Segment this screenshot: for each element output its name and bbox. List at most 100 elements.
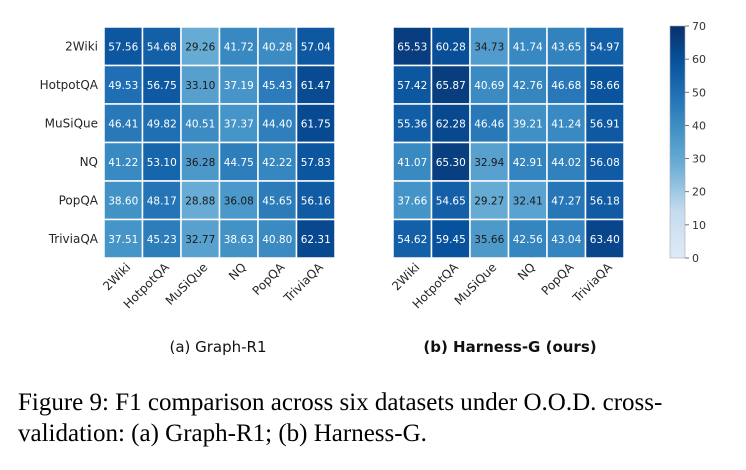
- x-tick-label: TriviaQA: [280, 260, 326, 306]
- x-tick-label: 2Wiki: [100, 260, 133, 293]
- cell-value-label: 41.24: [551, 118, 581, 130]
- heatmap-cell: [257, 103, 298, 144]
- heatmap-cell: [295, 103, 336, 144]
- figure-canvas: 57.56 54.68 29.26 41.72 40.28 57.04 49.53 56.75…: [40, 20, 706, 356]
- heatmap-cell: [469, 64, 510, 105]
- heatmap-cell: [141, 64, 182, 105]
- heatmap-cell: [103, 218, 144, 259]
- cell-value-label: 32.94: [474, 157, 504, 169]
- cell-value-label: 54.62: [397, 234, 427, 246]
- cell-value-label: 36.28: [185, 157, 215, 169]
- heatmap-cell: [546, 218, 587, 259]
- cell-value-label: 58.66: [590, 80, 620, 92]
- cell-value-label: 33.10: [185, 80, 215, 92]
- cell-value-label: 40.80: [262, 234, 292, 246]
- heatmap-cell: [469, 180, 510, 221]
- heatmap-cell: [546, 26, 587, 67]
- subplot-title-harness-g: (b) Harness-G (ours): [423, 338, 596, 356]
- colorbar-tick-label: 0: [692, 252, 699, 265]
- cell-value-label: 29.27: [474, 195, 504, 207]
- x-tick-label: NQ: [226, 260, 249, 283]
- cell-value-label: 42.91: [513, 157, 543, 169]
- cell-value-label: 57.04: [301, 41, 331, 53]
- cell-value-label: 57.83: [301, 157, 331, 169]
- cell-value-label: 44.40: [262, 118, 292, 130]
- heatmap-cell: [584, 26, 625, 67]
- x-tick-label: PopQA: [539, 260, 577, 298]
- cell-value-label: 38.60: [108, 195, 138, 207]
- cell-value-label: 57.42: [397, 80, 427, 92]
- heatmap-cell: [180, 141, 221, 182]
- cell-value-label: 54.68: [147, 41, 177, 53]
- cell-value-label: 42.22: [262, 157, 292, 169]
- cell-value-label: 56.16: [301, 195, 331, 207]
- heatmap-cell: [257, 141, 298, 182]
- colorbar: 0 10 20 30 40 50 60 70: [669, 20, 706, 265]
- cell-value-label: 29.26: [185, 41, 215, 53]
- heatmap-cell: [430, 103, 471, 144]
- x-tick-label: NQ: [515, 260, 538, 283]
- subplot-title-graph-r1: (a) Graph-R1: [169, 338, 266, 356]
- cell-value-label: 28.88: [185, 195, 215, 207]
- y-tick-label: NQ: [80, 155, 98, 169]
- colorbar-tick-label: 60: [692, 53, 706, 66]
- x-tick-label: MuSiQue: [163, 260, 211, 308]
- cell-value-label: 40.28: [262, 41, 292, 53]
- cell-value-label: 49.82: [147, 118, 177, 130]
- cell-value-label: 38.63: [224, 234, 254, 246]
- heatmap-cell: [392, 218, 433, 259]
- cell-value-label: 32.77: [185, 234, 215, 246]
- cell-value-label: 62.31: [301, 234, 331, 246]
- cell-value-label: 65.53: [397, 41, 427, 53]
- heatmap-cell: [469, 218, 510, 259]
- heatmap-cell: [218, 218, 259, 259]
- heatmap-cell: [180, 180, 221, 221]
- cell-value-label: 40.69: [474, 80, 504, 92]
- heatmap-cell: [430, 218, 471, 259]
- heatmap-graph-r1: 57.56 54.68 29.26 41.72 40.28 57.04 49.53 56.75…: [40, 26, 336, 311]
- heatmap-cell: [430, 141, 471, 182]
- y-tick-label: 2Wiki: [65, 39, 98, 53]
- heatmap-cell: [584, 103, 625, 144]
- heatmap-cell: [257, 180, 298, 221]
- heatmap-cell: [546, 180, 587, 221]
- cell-value-label: 60.28: [436, 41, 466, 53]
- heatmap-cell: [257, 218, 298, 259]
- cell-value-label: 61.47: [301, 80, 331, 92]
- heatmap-cell: [295, 141, 336, 182]
- y-tick-label: HotpotQA: [40, 78, 99, 92]
- heatmap-cell: [392, 64, 433, 105]
- cell-value-label: 45.65: [262, 195, 292, 207]
- cell-value-label: 36.08: [224, 195, 254, 207]
- heatmap-cell: [430, 64, 471, 105]
- cell-value-label: 40.51: [185, 118, 215, 130]
- colorbar-tick-label: 30: [692, 153, 706, 166]
- heatmap-cell: [584, 64, 625, 105]
- heatmap-cell: [295, 180, 336, 221]
- cell-value-label: 42.56: [513, 234, 543, 246]
- heatmap-cell: [507, 180, 548, 221]
- cell-value-label: 53.10: [147, 157, 177, 169]
- cell-value-label: 43.04: [551, 234, 581, 246]
- y-tick-label: PopQA: [59, 193, 99, 207]
- colorbar-tick-label: 10: [692, 219, 706, 232]
- cell-value-label: 39.21: [513, 118, 543, 130]
- cell-value-label: 42.76: [513, 80, 543, 92]
- cell-value-label: 65.30: [436, 157, 466, 169]
- cell-value-label: 57.56: [108, 41, 138, 53]
- cell-value-label: 54.65: [436, 195, 466, 207]
- cell-value-label: 63.40: [590, 234, 620, 246]
- y-tick-label: TriviaQA: [48, 232, 99, 246]
- cell-value-label: 45.23: [147, 234, 177, 246]
- heatmap-cell: [469, 26, 510, 67]
- heatmap-cell: [392, 103, 433, 144]
- heatmap-cell: [218, 103, 259, 144]
- cell-value-label: 41.22: [108, 157, 138, 169]
- heatmap-cell: [584, 141, 625, 182]
- heatmap-cell: [141, 141, 182, 182]
- heatmap-cell: [546, 141, 587, 182]
- cell-value-label: 41.74: [513, 41, 543, 53]
- cell-value-label: 56.18: [590, 195, 620, 207]
- x-tick-label: MuSiQue: [452, 260, 500, 308]
- cell-value-label: 46.68: [551, 80, 581, 92]
